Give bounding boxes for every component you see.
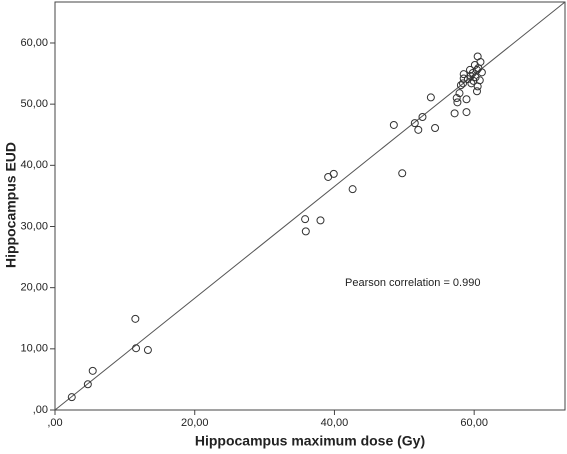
point [348,185,357,194]
point [462,95,471,104]
annotation: Pearson correlation = 0.990 [345,277,480,289]
point [88,366,97,375]
y-tick-label: 50,00 [20,98,48,110]
point [132,344,141,353]
point [301,227,310,236]
point [83,380,92,389]
y-tick-label: 20,00 [20,282,48,294]
point [143,346,152,355]
point [475,76,484,85]
x-tick-label: 20,00 [181,417,209,429]
y-tick-label: 10,00 [20,343,48,355]
y-tick-label: ,00 [33,404,48,416]
y-tick-label: 60,00 [20,37,48,49]
point [389,120,398,129]
point [453,98,462,107]
point [414,125,423,134]
point [301,215,310,224]
y-axis-title: Hippocampus EUD [3,142,19,268]
point [398,169,407,178]
point [67,393,76,402]
point [462,108,471,117]
x-axis-title: Hippocampus maximum dose (Gy) [195,433,425,449]
point [450,109,459,118]
point [418,112,427,121]
y-tick-label: 40,00 [20,159,48,171]
point [472,65,481,74]
point [329,169,338,178]
point [456,81,465,90]
point [473,52,482,61]
y-tick-label: 30,00 [20,220,48,232]
point [431,124,440,133]
point [472,87,481,96]
point [316,216,325,225]
x-tick-label: ,00 [47,417,62,429]
point [131,314,140,323]
point [477,68,486,77]
point [459,79,467,88]
x-tick-label: 60,00 [460,417,488,429]
point [410,119,419,128]
point [426,93,435,102]
point [467,79,476,88]
x-tick-label: 40,00 [321,417,349,429]
fit-line [54,1,566,411]
plot-frame [54,1,566,411]
point [455,89,464,98]
point [459,74,468,83]
